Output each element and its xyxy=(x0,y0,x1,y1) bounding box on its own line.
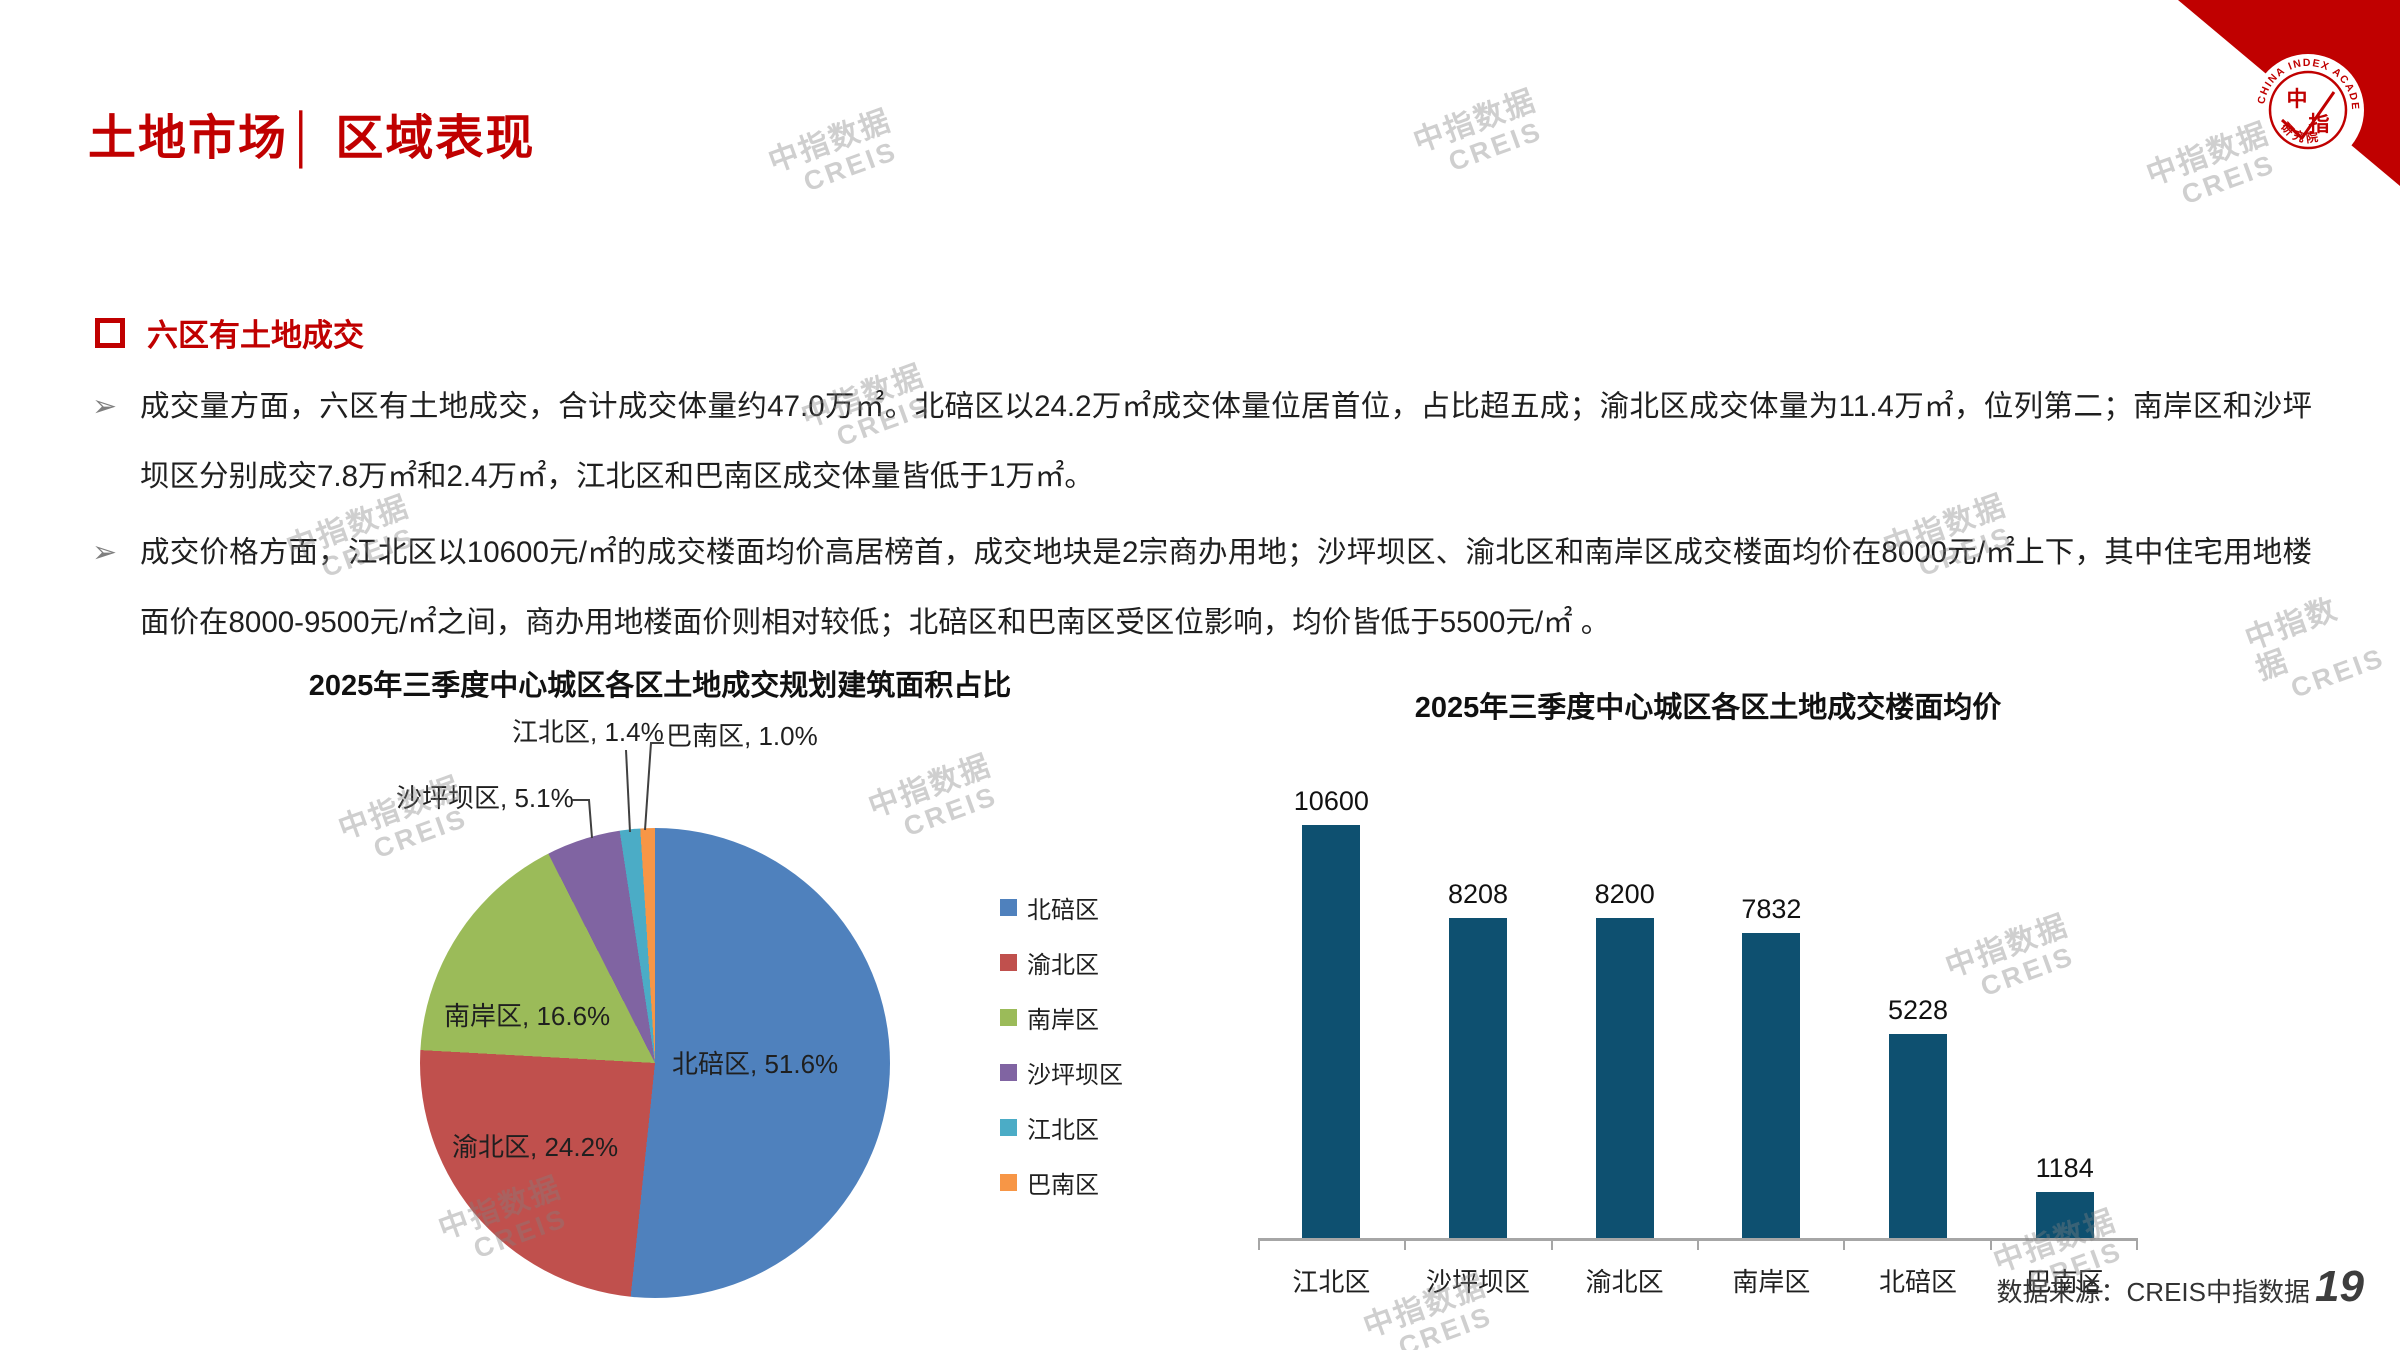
svg-text:中: 中 xyxy=(2287,88,2308,111)
pie-label-shapingba: 沙坪坝区, 5.1% xyxy=(396,783,574,813)
pie-label-nanan: 南岸区, 16.6% xyxy=(444,1001,611,1031)
bar-plot-area: 10600 8208 8200 7832 5228 1184 xyxy=(1258,770,2138,1238)
creis-watermark: 中指数据 CREIS xyxy=(764,104,902,197)
bar-rect xyxy=(1449,918,1507,1238)
legend-label: 南岸区 xyxy=(1027,1007,1099,1034)
pie-label-beibei: 北碚区, 51.6% xyxy=(672,1049,839,1079)
data-source-note: 数据来源：CREIS中指数据 xyxy=(1996,1277,2310,1307)
legend-swatch-icon xyxy=(1000,1119,1017,1136)
bar-chart: 10600 8208 8200 7832 5228 1184 江北区 沙坪坝区 渝北区 南岸区 北… xyxy=(1258,770,2138,1299)
bar-category-labels: 江北区 沙坪坝区 渝北区 南岸区 北碚区 巴南区 xyxy=(1258,1262,2138,1299)
legend-label: 巴南区 xyxy=(1027,1172,1099,1199)
pie-label-banan: 巴南区, 1.0% xyxy=(666,721,818,751)
page-number: 19 xyxy=(2315,1262,2364,1311)
bar-rect xyxy=(1889,1034,1948,1238)
bar-value-label: 5228 xyxy=(1887,995,1949,1025)
pie-label-jiangbei: 江北区, 1.4% xyxy=(512,717,664,747)
legend-swatch-icon xyxy=(1000,954,1017,971)
bar-category-label: 南岸区 xyxy=(1732,1267,1811,1297)
bar-category-label: 沙坪坝区 xyxy=(1426,1267,1531,1297)
pie-chart-title: 2025年三季度中心城区各区土地成交规划建筑面积占比 xyxy=(308,670,1012,702)
creis-watermark: 中指数据 CREIS xyxy=(1409,84,1547,177)
legend-label: 江北区 xyxy=(1027,1117,1099,1144)
legend-item: 江北区 xyxy=(1000,1110,1123,1145)
bar-category-label: 江北区 xyxy=(1292,1267,1371,1297)
pie-circle xyxy=(420,828,890,1298)
section-heading-row: 六区有土地成交 xyxy=(95,310,364,355)
legend-item: 北碚区 xyxy=(1000,890,1123,925)
axis-tick xyxy=(1845,1241,1992,1250)
axis-tick xyxy=(1992,1241,2138,1250)
bar-column: 8200 xyxy=(1551,770,1698,1238)
bar-rect xyxy=(1742,933,1801,1238)
legend-item: 巴南区 xyxy=(1000,1165,1123,1200)
section-bullet-square-icon xyxy=(95,317,125,348)
bullet-volume-text: 成交量方面，六区有土地成交，合计成交体量约47.0万㎡。北碚区以24.2万㎡成交… xyxy=(140,390,2312,493)
bar-chart-title: 2025年三季度中心城区各区土地成交楼面均价 xyxy=(1414,692,2002,724)
axis-tick xyxy=(1258,1241,1407,1250)
bar-value-label: 10600 xyxy=(1293,786,1369,816)
legend-label: 北碚区 xyxy=(1027,897,1099,924)
bar-x-axis xyxy=(1258,1238,2138,1250)
bar-category-label: 巴南区 xyxy=(2025,1267,2104,1297)
legend-label: 渝北区 xyxy=(1027,952,1099,979)
bar-value-label: 8208 xyxy=(1447,879,1509,909)
china-index-academy-logo-icon: CHINA INDEX ACADEMY 研 究 院 中 指 xyxy=(2250,52,2364,166)
bar-column: 1184 xyxy=(1991,770,2138,1238)
pie-label-yubei: 渝北区, 24.2% xyxy=(452,1132,619,1162)
bar-value-label: 8200 xyxy=(1594,879,1655,909)
bullet-price-text: 成交价格方面，江北区以10600元/㎡的成交楼面均价高居榜首，成交地块是2宗商办… xyxy=(140,536,2312,639)
legend-swatch-icon xyxy=(1000,1174,1017,1191)
bar-column: 8208 xyxy=(1405,770,1552,1238)
bar-rect xyxy=(2035,1192,2094,1238)
bullet-price: ➢ 成交价格方面，江北区以10600元/㎡的成交楼面均价高居榜首，成交地块是2宗… xyxy=(92,518,2312,658)
legend-item: 南岸区 xyxy=(1000,1000,1123,1035)
axis-tick xyxy=(1699,1241,1846,1250)
axis-tick xyxy=(1553,1241,1699,1250)
bar-rect xyxy=(1302,825,1361,1238)
legend-swatch-icon xyxy=(1000,899,1017,916)
bar-column: 5228 xyxy=(1845,770,1992,1238)
bar-rect xyxy=(1595,918,1654,1238)
arrow-bullet-icon: ➢ xyxy=(92,390,118,423)
legend-item: 渝北区 xyxy=(1000,945,1123,980)
legend-label: 沙坪坝区 xyxy=(1027,1062,1123,1089)
section-heading: 六区有土地成交 xyxy=(147,318,364,353)
page-title: 土地市场│ 区域表现 xyxy=(88,112,536,165)
arrow-bullet-icon: ➢ xyxy=(92,536,118,569)
legend-swatch-icon xyxy=(1000,1064,1017,1081)
axis-tick xyxy=(1406,1241,1553,1250)
legend-swatch-icon xyxy=(1000,1009,1017,1026)
bar-category-label: 北碚区 xyxy=(1879,1267,1958,1297)
bullet-volume: ➢ 成交量方面，六区有土地成交，合计成交体量约47.0万㎡。北碚区以24.2万㎡… xyxy=(92,372,2312,512)
bar-value-label: 1184 xyxy=(2035,1153,2094,1183)
pie-legend: 北碚区渝北区南岸区沙坪坝区江北区巴南区 xyxy=(1000,890,1123,1220)
bar-category-label: 渝北区 xyxy=(1585,1267,1664,1297)
pie-chart xyxy=(420,828,890,1298)
bar-column: 10600 xyxy=(1258,770,1405,1238)
bar-column: 7832 xyxy=(1698,770,1845,1238)
legend-item: 沙坪坝区 xyxy=(1000,1055,1123,1090)
bar-value-label: 7832 xyxy=(1741,894,1802,924)
